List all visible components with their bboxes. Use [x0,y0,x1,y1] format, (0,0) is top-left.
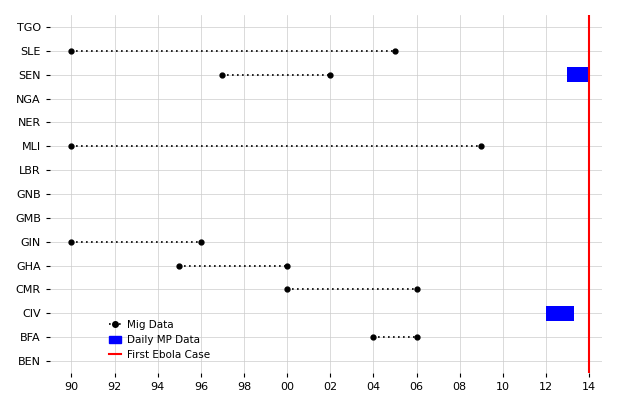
Bar [546,306,574,321]
Bar [568,67,589,83]
Legend: Mig Data, Daily MP Data, First Ebola Case: Mig Data, Daily MP Data, First Ebola Cas… [105,315,214,364]
